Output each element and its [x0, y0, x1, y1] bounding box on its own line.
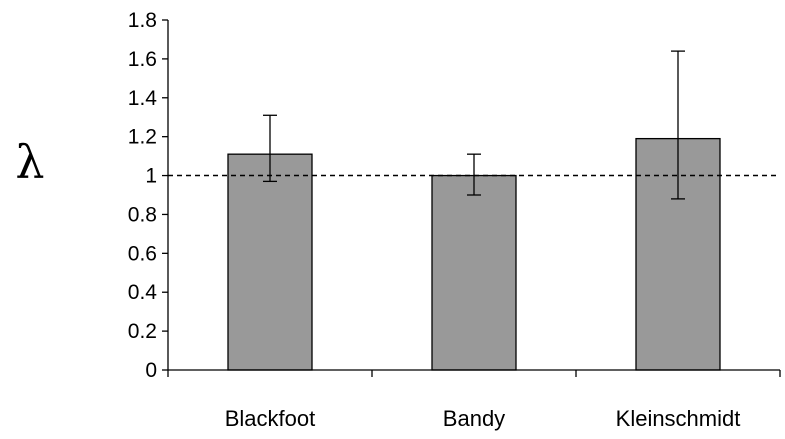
- y-tick-label: 1.6: [128, 48, 157, 71]
- y-tick-label: 0.8: [128, 203, 157, 226]
- y-tick-label: 0.2: [128, 320, 157, 343]
- x-tick-label: Bandy: [443, 406, 505, 431]
- y-tick-label: 1.4: [128, 87, 158, 110]
- y-tick-label: 1: [145, 165, 157, 188]
- y-tick-label: 0: [145, 359, 157, 382]
- x-tick-label: Blackfoot: [225, 406, 316, 431]
- bar-bandy: [431, 174, 517, 371]
- y-tick-label: 0.4: [128, 281, 158, 304]
- plot-area: 0 0.2 0.4 0.6 0.8 1 1.2 1.4 1.6 1.8 Blackfoot Bandy…: [128, 9, 781, 431]
- y-tick-label: 1.2: [128, 126, 157, 149]
- y-tick-label: 0.6: [128, 242, 157, 265]
- y-tick-label: 1.8: [128, 9, 157, 32]
- bar-blackfoot: [227, 153, 313, 371]
- y-axis-label: λ: [15, 135, 44, 189]
- x-tick-label: Kleinschmidt: [616, 406, 741, 431]
